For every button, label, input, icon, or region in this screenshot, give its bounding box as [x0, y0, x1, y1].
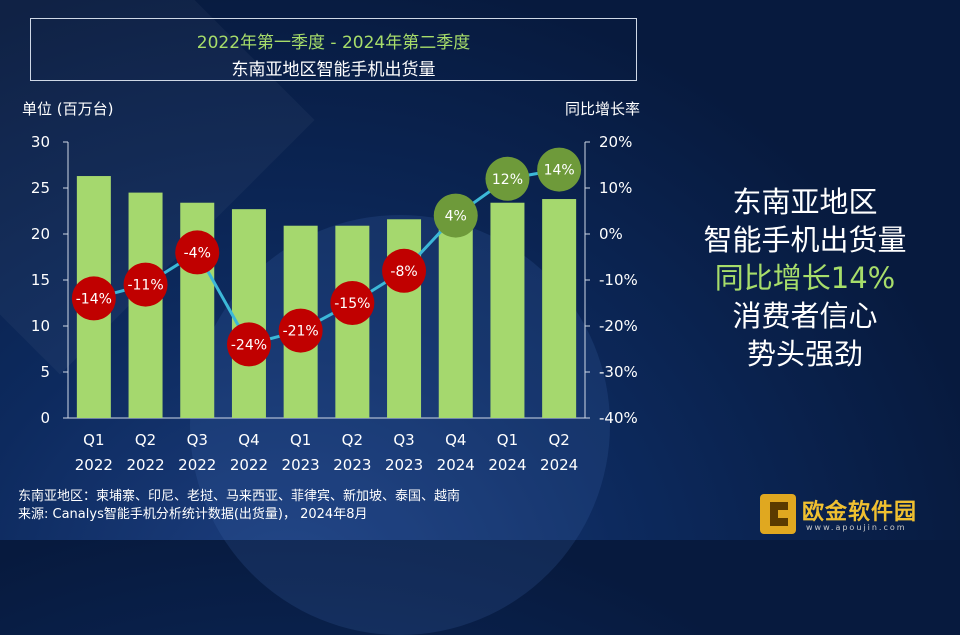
logo-icon — [760, 494, 796, 534]
x-tick-label: Q4 — [445, 431, 466, 449]
x-tick-label: 2023 — [385, 456, 423, 474]
side-summary: 东南亚地区 智能手机出货量 同比增长14% 消费者信心 势头强劲 — [680, 183, 930, 373]
x-tick-label: 2023 — [282, 456, 320, 474]
x-tick-label: 2022 — [230, 456, 268, 474]
growth-marker — [226, 322, 271, 367]
growth-data-label: -4% — [184, 245, 211, 261]
growth-line — [93, 168, 560, 347]
x-tick-label: 2024 — [540, 456, 578, 474]
y2-tick-label: -10% — [599, 271, 638, 289]
growth-marker — [175, 230, 220, 275]
growth-marker — [485, 156, 530, 201]
y-tick-label: 30 — [31, 133, 50, 151]
growth-data-label: -15% — [334, 296, 370, 312]
logo-text: 欧金软件园 — [802, 500, 918, 525]
title-box: 2022年第一季度 - 2024年第二季度 东南亚地区智能手机出货量 — [30, 18, 637, 81]
growth-marker — [330, 281, 375, 325]
x-tick-label: 2022 — [126, 456, 164, 474]
summary-line: 消费者信心 — [732, 299, 878, 333]
y2-tick-label: -30% — [599, 363, 638, 381]
growth-data-label: -24% — [231, 337, 267, 353]
growth-data-label: 14% — [544, 163, 575, 179]
region-note: 东南亚地区：柬埔寨、印尼、老挝、马来西亚、菲律宾、新加坡、泰国、越南 — [18, 489, 461, 504]
y-tick-label: 25 — [31, 179, 50, 197]
growth-marker — [382, 248, 427, 293]
x-tick-label: Q3 — [187, 431, 208, 449]
x-tick-label: Q1 — [83, 431, 104, 449]
y-axis-label: 单位 (百万台) — [22, 100, 114, 118]
y-tick-label: 5 — [40, 363, 50, 381]
growth-marker — [123, 262, 168, 307]
growth-marker — [433, 193, 478, 238]
logo-url: www.apoujin.com — [806, 523, 907, 532]
y2-tick-label: 0% — [599, 225, 623, 243]
growth-marker — [278, 308, 323, 353]
x-tick-label: 2024 — [488, 456, 526, 474]
y2-axis-label: 同比增长率 — [565, 100, 641, 118]
y-tick-label: 20 — [31, 225, 50, 243]
logo: 欧金软件园 www.apoujin.com — [760, 492, 950, 536]
growth-data-label: 4% — [445, 209, 467, 225]
growth-data-label: -11% — [127, 278, 163, 294]
growth-data-label: -8% — [390, 264, 417, 280]
x-tick-label: 2022 — [178, 456, 216, 474]
bar — [542, 199, 577, 418]
growth-marker — [537, 147, 582, 192]
x-tick-label: Q3 — [393, 431, 414, 449]
summary-line: 东南亚地区 — [732, 185, 878, 219]
y2-tick-label: -20% — [599, 317, 638, 335]
chart-title: 东南亚地区智能手机出货量 — [231, 60, 436, 80]
source-note: 来源: Canalys智能手机分析统计数据(出货量)， 2024年8月 — [18, 507, 368, 522]
x-tick-label: Q2 — [548, 431, 569, 449]
growth-data-label: -14% — [76, 291, 112, 307]
x-tick-label: 2024 — [437, 456, 475, 474]
growth-data-label: 12% — [492, 172, 523, 188]
y-tick-label: 10 — [31, 317, 50, 335]
y2-tick-label: 20% — [599, 133, 632, 151]
x-tick-label: 2022 — [75, 456, 113, 474]
y2-tick-label: 10% — [599, 179, 632, 197]
x-tick-label: Q1 — [497, 431, 518, 449]
x-tick-label: Q2 — [135, 431, 156, 449]
chart: 0 5 10 15 20 25 30 -40% -30% -20% -10% 0% 10% 20% Q1 20… — [31, 133, 638, 474]
x-tick-label: 2023 — [333, 456, 371, 474]
y-tick-label: 15 — [31, 271, 50, 289]
x-tick-label: Q1 — [290, 431, 311, 449]
growth-data-label: -21% — [283, 324, 319, 340]
y2-tick-label: -40% — [599, 409, 638, 427]
summary-line: 智能手机出货量 — [703, 223, 907, 257]
growth-marker — [71, 276, 116, 321]
bar — [438, 215, 473, 418]
x-tick-label: Q4 — [238, 431, 259, 449]
y-tick-label: 0 — [40, 409, 50, 427]
summary-highlight: 同比增长14% — [714, 261, 896, 295]
bar — [231, 209, 266, 418]
bar — [490, 202, 525, 418]
summary-line: 势头强劲 — [746, 337, 863, 371]
footer: 东南亚地区：柬埔寨、印尼、老挝、马来西亚、菲律宾、新加坡、泰国、越南 来源: C… — [18, 488, 460, 524]
chart-period: 2022年第一季度 - 2024年第二季度 — [196, 33, 471, 53]
x-tick-label: Q2 — [342, 431, 363, 449]
